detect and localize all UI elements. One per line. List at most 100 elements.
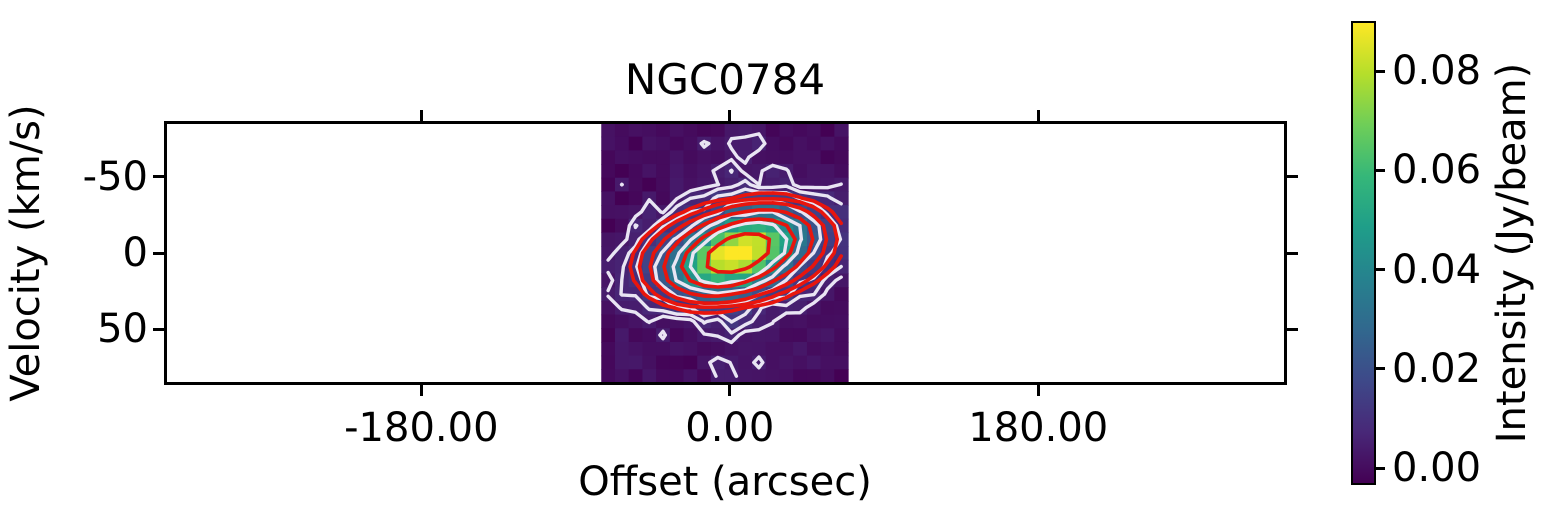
intensity-pixel: [656, 191, 671, 206]
intensity-pixel: [669, 123, 685, 138]
intensity-pixel: [710, 150, 726, 165]
intensity-pixel: [683, 136, 698, 151]
intensity-pixel: [752, 328, 767, 343]
intensity-pixel: [642, 205, 657, 220]
intensity-pixel: [724, 136, 739, 151]
intensity-pixel: [820, 164, 835, 179]
intensity-pixel: [834, 246, 849, 261]
intensity-pixel: [614, 314, 630, 329]
intensity-pixel: [834, 300, 849, 316]
intensity-pixel: [697, 150, 712, 165]
intensity-pixel: [765, 150, 781, 165]
x-tick-label: 180.00: [968, 405, 1109, 451]
y-tick-label: -50: [82, 153, 148, 200]
y-tick-label: 0: [122, 230, 148, 276]
intensity-pixel: [656, 123, 671, 138]
intensity-pixel: [601, 136, 616, 151]
colorbar-tick-label: 0.08: [1392, 48, 1482, 95]
intensity-pixel: [669, 369, 685, 383]
intensity-pixel: [779, 355, 794, 370]
colorbar-tick: [1376, 367, 1385, 371]
contour-line: [688, 220, 789, 287]
x-tick-bottom: [728, 385, 732, 396]
intensity-pixel: [738, 341, 753, 357]
x-tick-top: [728, 110, 732, 121]
intensity-pixel: [628, 177, 643, 193]
contour-line: [637, 197, 839, 309]
intensity-pixel: [628, 136, 643, 151]
intensity-pixel: [601, 300, 616, 316]
intensity-pixel: [628, 164, 643, 179]
intensity-pixel: [614, 369, 630, 383]
x-tick-bottom: [419, 385, 423, 396]
intensity-pixel: [601, 218, 616, 234]
intensity-pixel: [601, 205, 616, 220]
x-tick-top: [419, 110, 423, 121]
intensity-pixel: [628, 369, 643, 383]
intensity-pixel: [834, 314, 849, 329]
intensity-pixel: [820, 287, 835, 302]
intensity-pixel: [724, 123, 739, 138]
intensity-pixel: [806, 164, 822, 179]
intensity-pixel: [669, 177, 685, 193]
intensity-pixel: [642, 123, 657, 138]
y-tick-left: [153, 327, 164, 331]
x-tick-label: -180.00: [344, 405, 499, 451]
intensity-pixel: [793, 341, 808, 357]
intensity-pixel: [779, 341, 794, 357]
intensity-pixel: [793, 355, 808, 370]
intensity-pixel: [834, 369, 849, 383]
intensity-pixel: [614, 218, 630, 234]
intensity-pixel: [779, 328, 794, 343]
intensity-pixel: [656, 355, 671, 370]
intensity-pixel: [779, 150, 794, 165]
intensity-pixel: [642, 369, 657, 383]
intensity-pixel: [614, 341, 630, 357]
intensity-pixel: [683, 328, 698, 343]
intensity-pixel: [669, 136, 685, 151]
intensity-pixel: [738, 246, 753, 261]
intensity-pixel: [738, 123, 753, 138]
colorbar-gradient: [1351, 21, 1376, 485]
colorbar-tick: [1376, 268, 1385, 272]
intensity-pixel: [628, 205, 643, 220]
intensity-pixel: [765, 136, 781, 151]
intensity-pixel: [820, 355, 835, 370]
intensity-pixel: [765, 369, 781, 383]
intensity-pixel: [834, 328, 849, 343]
intensity-pixel: [779, 314, 794, 329]
intensity-pixel: [697, 355, 712, 370]
intensity-pixel: [834, 341, 849, 357]
intensity-pixel: [724, 341, 739, 357]
contour-line: [671, 210, 804, 295]
intensity-pixel: [806, 177, 822, 193]
intensity-pixel: [697, 369, 712, 383]
intensity-pixel: [834, 355, 849, 370]
intensity-pixel: [834, 287, 849, 302]
data-contours-white: [606, 132, 843, 378]
intensity-pixel: [628, 355, 643, 370]
intensity-pixel: [642, 328, 657, 343]
colorbar-tick-label: 0.00: [1392, 445, 1482, 492]
intensity-pixel: [614, 150, 630, 165]
intensity-pixel: [656, 177, 671, 193]
intensity-pixel: [793, 136, 808, 151]
intensity-pixel: [752, 369, 767, 383]
contour-line: [606, 132, 843, 378]
intensity-pixel: [793, 164, 808, 179]
intensity-pixel: [656, 136, 671, 151]
intensity-pixel: [724, 246, 739, 261]
intensity-pixel: [614, 328, 630, 343]
intensity-pixel: [656, 369, 671, 383]
x-tick-top: [1036, 110, 1040, 121]
intensity-pixel: [656, 341, 671, 357]
intensity-pixel: [793, 123, 808, 138]
model-contours-red: [628, 191, 843, 315]
intensity-pixel: [697, 341, 712, 357]
intensity-pixel: [765, 177, 781, 193]
intensity-pixel: [601, 328, 616, 343]
colorbar-tick: [1376, 69, 1385, 73]
intensity-pixel: [752, 341, 767, 357]
intensity-pixel: [628, 123, 643, 138]
